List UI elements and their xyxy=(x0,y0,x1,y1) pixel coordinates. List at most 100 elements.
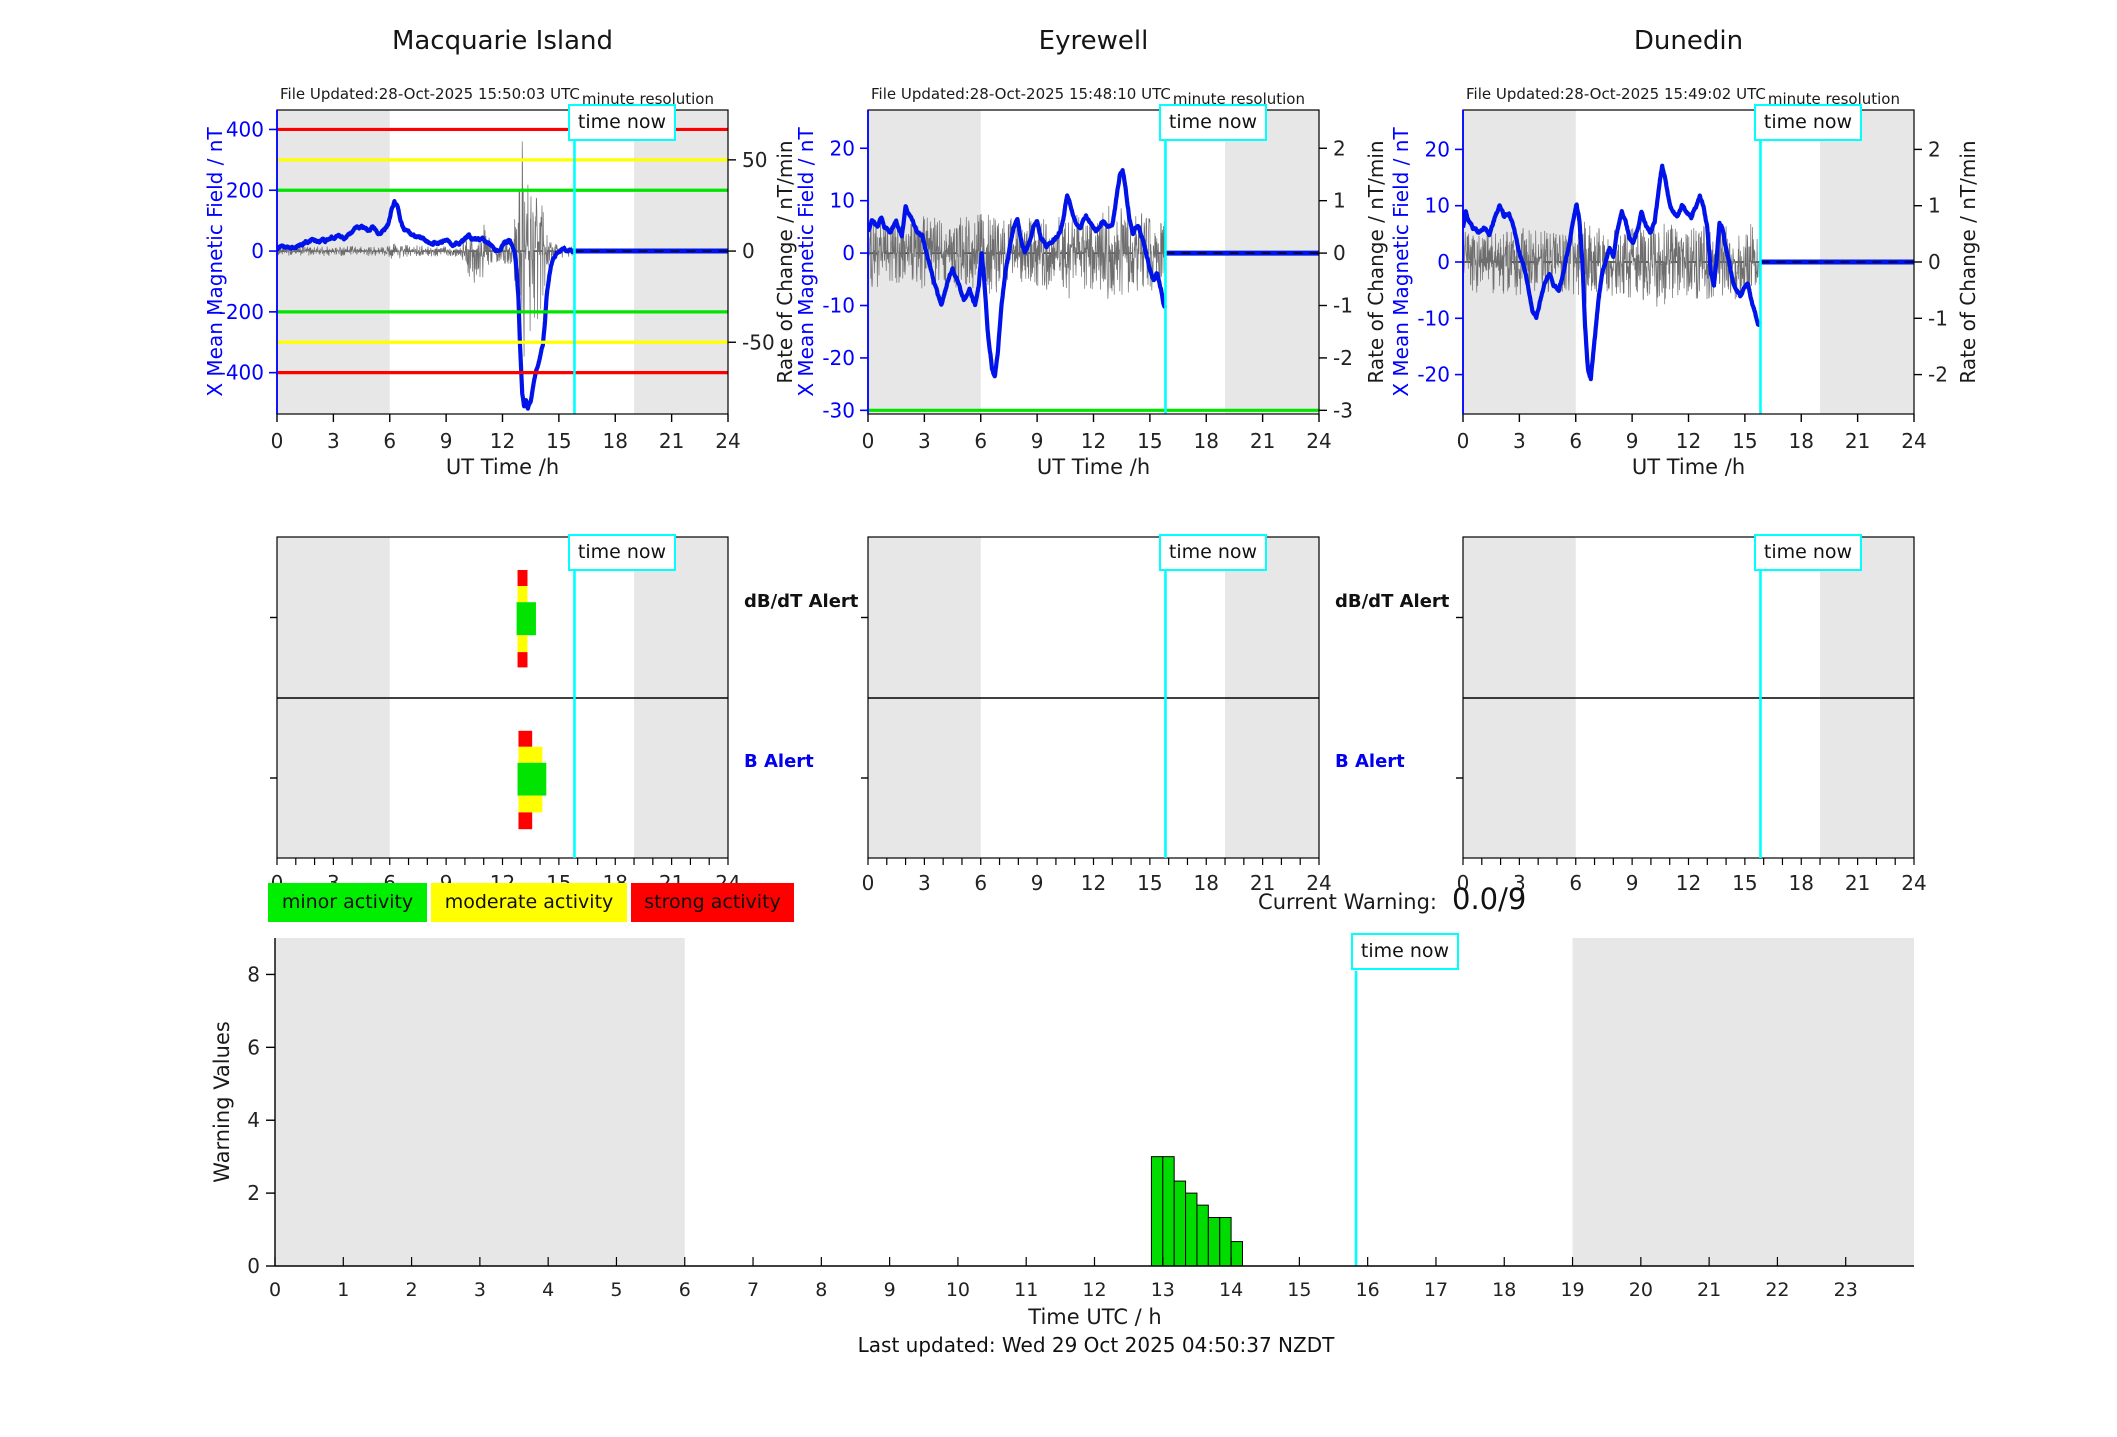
y-axis-label-left-eyrewell: X Mean Magnetic Field / nT xyxy=(794,127,818,397)
svg-text:19: 19 xyxy=(1560,1279,1584,1301)
svg-text:4: 4 xyxy=(247,1108,260,1132)
svg-text:3: 3 xyxy=(474,1279,486,1301)
svg-text:12: 12 xyxy=(1081,871,1106,895)
svg-text:1: 1 xyxy=(337,1279,349,1301)
svg-text:11: 11 xyxy=(1014,1279,1038,1301)
svg-text:9: 9 xyxy=(884,1279,896,1301)
minute-resolution-label-3: minute resolution xyxy=(1767,90,1900,108)
svg-text:21: 21 xyxy=(1250,429,1275,453)
svg-text:0: 0 xyxy=(1457,871,1470,895)
svg-text:18: 18 xyxy=(1194,871,1219,895)
svg-text:0: 0 xyxy=(1333,241,1346,265)
svg-text:6: 6 xyxy=(1569,871,1582,895)
dbdt-alert-label-macquarie: dB/dT Alert xyxy=(744,591,859,612)
file-updated-macquarie: File Updated:28-Oct-2025 15:50:03 UTC xyxy=(280,85,580,103)
svg-text:0: 0 xyxy=(269,1279,281,1301)
svg-text:17: 17 xyxy=(1424,1279,1448,1301)
svg-text:21: 21 xyxy=(1697,1279,1721,1301)
svg-text:21: 21 xyxy=(659,429,684,453)
svg-text:12: 12 xyxy=(1081,429,1106,453)
svg-text:9: 9 xyxy=(440,429,453,453)
y-axis-label-right-dunedin: Rate of Change / nT/min xyxy=(1956,140,1980,384)
dbdt-alert-label-eyrewell: dB/dT Alert xyxy=(1335,591,1450,612)
svg-text:3: 3 xyxy=(918,429,931,453)
y-axis-label-left-macquarie: X Mean Magnetic Field / nT xyxy=(203,127,227,397)
file-updated-dunedin: File Updated:28-Oct-2025 15:49:02 UTC xyxy=(1466,85,1766,103)
svg-text:-400: -400 xyxy=(219,361,264,385)
svg-text:24: 24 xyxy=(715,429,740,453)
svg-text:10: 10 xyxy=(830,189,855,213)
time-now-box-plot-eyrewell: time now xyxy=(1159,104,1267,141)
svg-text:0: 0 xyxy=(862,429,875,453)
svg-text:8: 8 xyxy=(247,962,260,986)
svg-text:-2: -2 xyxy=(1928,363,1948,387)
svg-text:16: 16 xyxy=(1356,1279,1380,1301)
svg-text:50: 50 xyxy=(742,148,767,172)
svg-text:-1: -1 xyxy=(1333,294,1353,318)
svg-text:14: 14 xyxy=(1219,1279,1243,1301)
svg-text:-10: -10 xyxy=(1417,306,1450,330)
current-warning-label: Current Warning: xyxy=(1258,890,1437,914)
svg-text:9: 9 xyxy=(1031,429,1044,453)
svg-text:18: 18 xyxy=(1789,871,1814,895)
svg-text:6: 6 xyxy=(1569,429,1582,453)
time-now-box-warning-chart: time now xyxy=(1351,933,1459,970)
x-axis-caption-macquarie: UT Time /h xyxy=(445,455,560,479)
file-updated-eyrewell: File Updated:28-Oct-2025 15:48:10 UTC xyxy=(871,85,1171,103)
svg-text:3: 3 xyxy=(1513,871,1526,895)
svg-text:-50: -50 xyxy=(742,330,775,354)
b-alert-label-eyrewell: B Alert xyxy=(1335,751,1405,772)
time-now-text: time now xyxy=(1763,541,1853,563)
svg-text:9: 9 xyxy=(1626,429,1639,453)
legend-minor-activity: minor activity xyxy=(268,883,427,922)
svg-text:0: 0 xyxy=(1437,250,1450,274)
svg-text:15: 15 xyxy=(1287,1279,1311,1301)
station-title-macquarie: Macquarie Island xyxy=(391,26,614,56)
svg-text:15: 15 xyxy=(546,429,571,453)
svg-text:5: 5 xyxy=(610,1279,622,1301)
warning-values-axis-label: Warning Values xyxy=(210,1021,234,1183)
svg-text:18: 18 xyxy=(603,429,628,453)
time-now-text: time now xyxy=(577,111,667,133)
svg-text:15: 15 xyxy=(1732,429,1757,453)
legend-moderate-activity: moderate activity xyxy=(431,883,627,922)
svg-text:9: 9 xyxy=(1031,871,1044,895)
y-axis-label-right-macquarie: Rate of Change / nT/min xyxy=(773,140,797,384)
svg-text:-3: -3 xyxy=(1333,398,1353,422)
svg-text:-200: -200 xyxy=(219,300,264,324)
svg-text:21: 21 xyxy=(1250,871,1275,895)
time-now-box-alert-macquarie: time now xyxy=(568,534,676,571)
svg-text:7: 7 xyxy=(747,1279,759,1301)
svg-text:-20: -20 xyxy=(1417,363,1450,387)
svg-text:0: 0 xyxy=(842,241,855,265)
y-axis-label-right-eyrewell: Rate of Change / nT/min xyxy=(1364,140,1388,384)
svg-text:15: 15 xyxy=(1732,871,1757,895)
time-now-box-alert-dunedin: time now xyxy=(1754,534,1862,571)
b-alert-label-macquarie: B Alert xyxy=(744,751,814,772)
svg-text:18: 18 xyxy=(1789,429,1814,453)
station-title-eyrewell: Eyrewell xyxy=(1038,26,1149,56)
time-now-box-plot-macquarie: time now xyxy=(568,104,676,141)
svg-text:0: 0 xyxy=(862,871,875,895)
svg-text:0: 0 xyxy=(742,239,755,263)
svg-text:12: 12 xyxy=(1676,871,1701,895)
svg-text:3: 3 xyxy=(327,429,340,453)
current-warning-value: 0.0/9 xyxy=(1452,882,1527,916)
svg-text:-30: -30 xyxy=(822,398,855,422)
svg-text:24: 24 xyxy=(1306,429,1331,453)
svg-text:6: 6 xyxy=(383,429,396,453)
x-axis-caption-eyrewell: UT Time /h xyxy=(1036,455,1151,479)
svg-text:-2: -2 xyxy=(1333,346,1353,370)
svg-text:3: 3 xyxy=(918,871,931,895)
svg-text:6: 6 xyxy=(247,1035,260,1059)
svg-text:15: 15 xyxy=(1137,871,1162,895)
svg-text:-10: -10 xyxy=(822,294,855,318)
svg-text:21: 21 xyxy=(1845,429,1870,453)
svg-text:20: 20 xyxy=(830,136,855,160)
svg-text:24: 24 xyxy=(1901,871,1926,895)
svg-text:13: 13 xyxy=(1151,1279,1175,1301)
svg-text:10: 10 xyxy=(1425,194,1450,218)
svg-text:18: 18 xyxy=(1492,1279,1516,1301)
